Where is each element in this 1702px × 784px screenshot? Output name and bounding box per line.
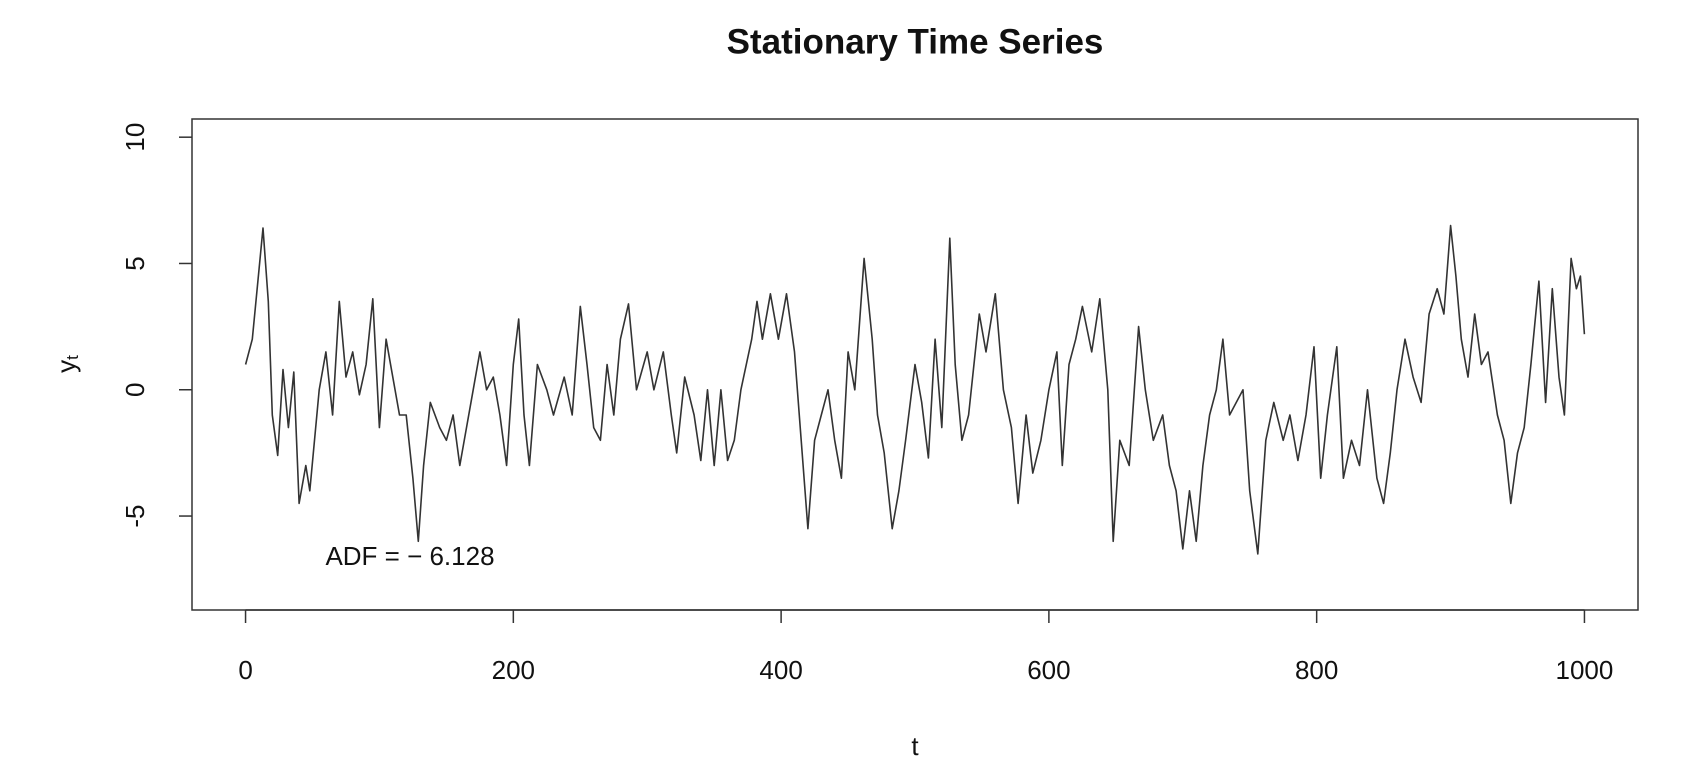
x-tick-label: 0: [238, 655, 252, 685]
x-tick-label: 800: [1295, 655, 1338, 685]
series-line: [244, 224, 1586, 555]
y-axis-label-main: y: [51, 360, 81, 373]
annotation: ADF = − 6.128: [325, 541, 494, 571]
x-tick-label: 200: [492, 655, 535, 685]
y-tick-label: 0: [120, 383, 150, 397]
y-tick-label: -5: [120, 504, 150, 527]
x-tick-label: 600: [1027, 655, 1070, 685]
y-axis-label: yt: [51, 355, 83, 373]
x-tick-label: 1000: [1556, 655, 1614, 685]
chart-title: Stationary Time Series: [727, 22, 1104, 61]
y-tick-label: 10: [120, 123, 150, 152]
y-tick-label: 5: [120, 256, 150, 270]
x-tick-label: 400: [759, 655, 802, 685]
x-axis-label: t: [911, 731, 919, 761]
y-axis-label-subscript: t: [63, 355, 82, 360]
